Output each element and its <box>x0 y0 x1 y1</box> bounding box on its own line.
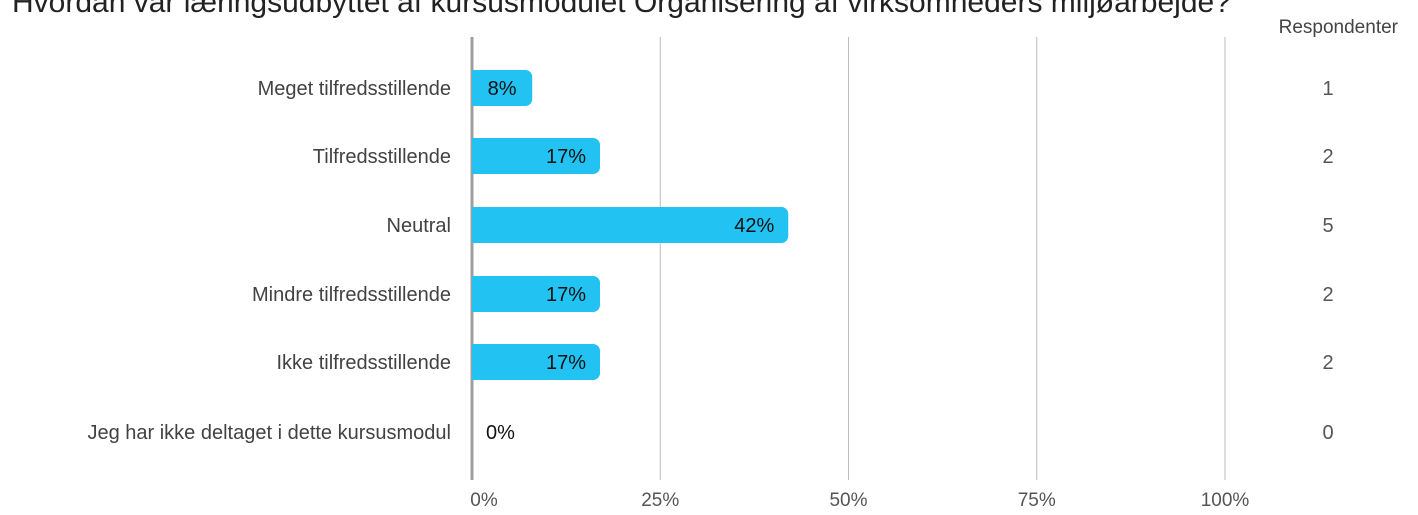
x-tick-label: 25% <box>641 490 679 511</box>
data-label: 17% <box>546 284 586 306</box>
category-label: Mindre tilfredsstillende <box>252 284 451 306</box>
chart-title: Hvordan var læringsudbyttet af kursusmod… <box>12 0 1231 19</box>
data-label: 8% <box>488 78 517 100</box>
x-tick-label: 0% <box>470 490 498 511</box>
bar <box>472 70 533 106</box>
data-label: 17% <box>546 352 586 374</box>
data-label: 42% <box>734 215 774 237</box>
data-label: 17% <box>546 146 586 168</box>
respondent-count: 0 <box>1322 422 1333 444</box>
x-tick-label: 75% <box>1018 490 1056 511</box>
bar <box>472 344 601 380</box>
x-tick-label: 100% <box>1201 490 1250 511</box>
bar <box>472 207 789 243</box>
respondents-header: Respondenter <box>1279 17 1399 38</box>
bar <box>472 138 601 174</box>
respondent-count: 5 <box>1322 215 1333 237</box>
respondent-count: 1 <box>1322 78 1333 100</box>
respondent-count: 2 <box>1322 284 1333 306</box>
category-label: Jeg har ikke deltaget i dette kursusmodu… <box>87 422 451 444</box>
respondent-count: 2 <box>1322 146 1333 168</box>
bar <box>472 276 601 312</box>
category-label: Meget tilfredsstillende <box>258 78 451 100</box>
category-label: Neutral <box>387 215 451 237</box>
category-label: Tilfredsstillende <box>313 146 451 168</box>
data-label: 0% <box>486 422 515 444</box>
respondent-count: 2 <box>1322 352 1333 374</box>
category-label: Ikke tilfredsstillende <box>276 352 451 374</box>
x-tick-label: 50% <box>829 490 867 511</box>
